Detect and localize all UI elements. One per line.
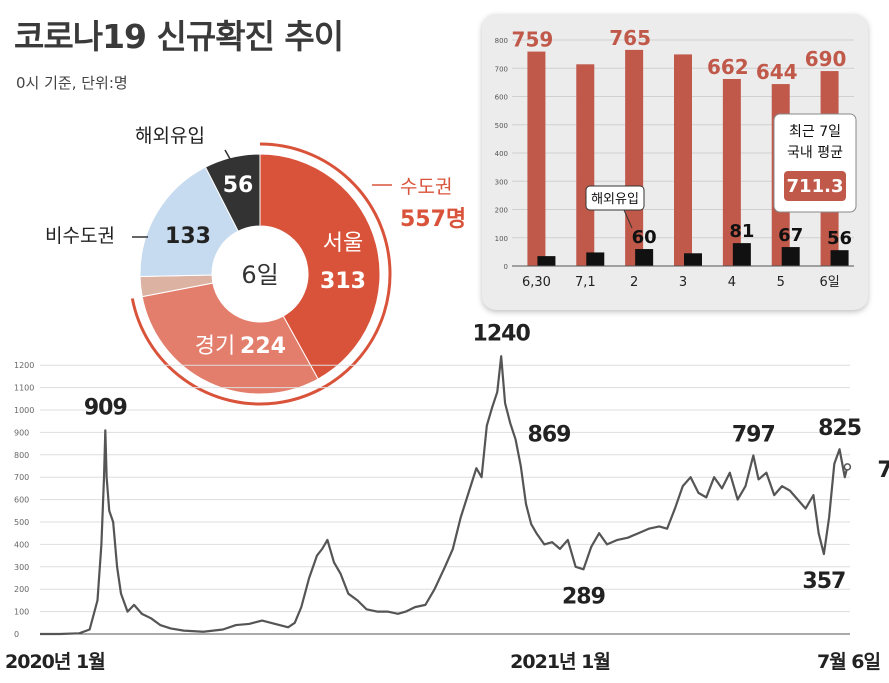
pie-leader-4 [224, 149, 235, 167]
bar-ytick-7: 700 [495, 65, 508, 73]
line-ytick-4: 400 [14, 540, 29, 549]
pie-label-value-3: 133 [165, 224, 211, 249]
bar-overseas-label-2: 60 [632, 227, 657, 248]
bar-domestic-1 [576, 64, 595, 266]
bar-xtick-0: 6,30 [522, 275, 551, 290]
bar-ytick-5: 500 [495, 122, 508, 130]
pie-center-label: 6일 [241, 261, 278, 289]
page-subtitle: 0시 기준, 단위:명 [16, 74, 128, 92]
pie-slice-1 [141, 282, 319, 395]
pie-slice-3 [139, 166, 239, 278]
line-annotation-3: 289 [562, 584, 605, 609]
line-ytick-1: 100 [14, 608, 29, 617]
line-ytick-8: 800 [14, 451, 29, 460]
bar-overseas-4 [732, 243, 751, 266]
bar-chart: 0 100 200 300 400 500 600 700 800 6,30 759 7,1 2 765 6… [495, 26, 857, 290]
bar-ytick-0: 0 [504, 263, 508, 271]
bar-series-callout-box [585, 185, 645, 211]
line-xlabel-1: 2021년 1월 [510, 651, 610, 673]
bar-overseas-label-5: 67 [778, 225, 803, 246]
line-ytick-2: 200 [14, 585, 29, 594]
line-ytick-9: 900 [14, 428, 29, 437]
bar-domestic-label-0: 759 [512, 28, 554, 52]
bar-ytick-2: 200 [495, 207, 508, 215]
pie-label-name-0: 서울 [323, 231, 363, 256]
line-annotation-4: 797 [732, 422, 775, 447]
line-last-point [843, 463, 852, 471]
pie-group-name: 수도권 [400, 176, 452, 198]
bar-ytick-8: 800 [495, 37, 508, 45]
bar-overseas-6 [830, 250, 849, 266]
line-ytick-5: 500 [14, 518, 29, 527]
line-ytick-0: 0 [14, 630, 19, 639]
line-ytick-12: 1200 [14, 361, 34, 370]
pie-slice-0 [259, 153, 381, 380]
line-ytick-6: 600 [14, 496, 29, 505]
pie-label-value-4: 56 [223, 173, 254, 198]
line-ytick-7: 700 [14, 473, 29, 482]
pie-label-name-3: 비수도권 [45, 225, 115, 247]
avg-callout-value-bg [784, 171, 846, 201]
bar-series-callout-pointer [623, 209, 633, 229]
line-annotation-2: 869 [528, 422, 571, 447]
bar-xtick-5: 5 [777, 275, 785, 290]
pie-label-value-0: 313 [320, 269, 366, 294]
bar-xtick-2: 2 [630, 275, 638, 290]
avg-callout-line2: 국내 평균 [787, 145, 843, 161]
pie-label-name-4: 해외유입 [135, 125, 205, 147]
pie-group-value: 557명 [400, 207, 466, 232]
line-annotation-6: 357 [802, 569, 845, 594]
bar-overseas-label-4: 81 [729, 221, 754, 242]
pie-slice-4 [204, 153, 261, 232]
bar-xtick-3: 3 [679, 275, 687, 290]
bar-ytick-3: 300 [495, 178, 508, 186]
line-chart: 0 100 200 300 400 500 600 700 800 900 1000 1100 1200… [5, 321, 889, 673]
bar-domestic-2 [625, 49, 644, 267]
bar-ytick-1: 100 [495, 235, 508, 243]
bar-ytick-4: 400 [495, 150, 508, 158]
bar-overseas-2 [635, 249, 654, 266]
line-annotation-5: 825 [818, 416, 861, 441]
bar-domestic-4 [722, 78, 741, 266]
line-series-0 [40, 355, 849, 636]
bar-overseas-label-6: 56 [827, 228, 852, 249]
line-ytick-10: 1000 [14, 406, 34, 415]
weekly-bar-panel: 0 100 200 300 400 500 600 700 800 6,30 759 7,1 2 765 6… [482, 14, 868, 310]
bar-ytick-6: 600 [495, 94, 508, 102]
page-title: 코로나19 신규확진 추이 [14, 17, 344, 56]
line-xlabel-0: 2020년 1월 [5, 651, 105, 673]
bar-series-callout-label: 해외유입 [591, 192, 639, 207]
bar-domestic-0 [527, 51, 546, 266]
bar-overseas-5 [781, 247, 800, 266]
avg-callout-value: 711.3 [787, 176, 844, 197]
bar-domestic-label-5: 644 [756, 60, 798, 84]
bar-xtick-6: 6일 [819, 275, 839, 290]
avg-callout-line1: 최근 7일 [789, 124, 841, 140]
bar-xtick-1: 7,1 [575, 275, 596, 290]
line-annotation-7: 746 [877, 458, 889, 483]
line-ytick-3: 300 [14, 563, 29, 572]
bar-domestic-label-6: 690 [805, 47, 847, 71]
bar-xtick-4: 4 [728, 275, 736, 290]
line-xlabel-2: 7월 6일 [817, 651, 880, 673]
bar-overseas-3 [684, 253, 702, 266]
pie-label-name-1: 경기 [195, 334, 235, 359]
bar-domestic-3 [674, 54, 692, 266]
line-annotation-1: 1240 [473, 321, 531, 346]
bar-overseas-1 [586, 252, 605, 266]
line-ytick-11: 1100 [14, 384, 34, 393]
bar-domestic-label-2: 765 [609, 26, 651, 50]
pie-label-value-1: 224 [240, 334, 286, 359]
line-annotation-0: 909 [84, 395, 127, 420]
bar-overseas-0 [537, 256, 556, 266]
capital-region-ring [130, 142, 392, 406]
bar-domestic-label-4: 662 [707, 55, 749, 79]
